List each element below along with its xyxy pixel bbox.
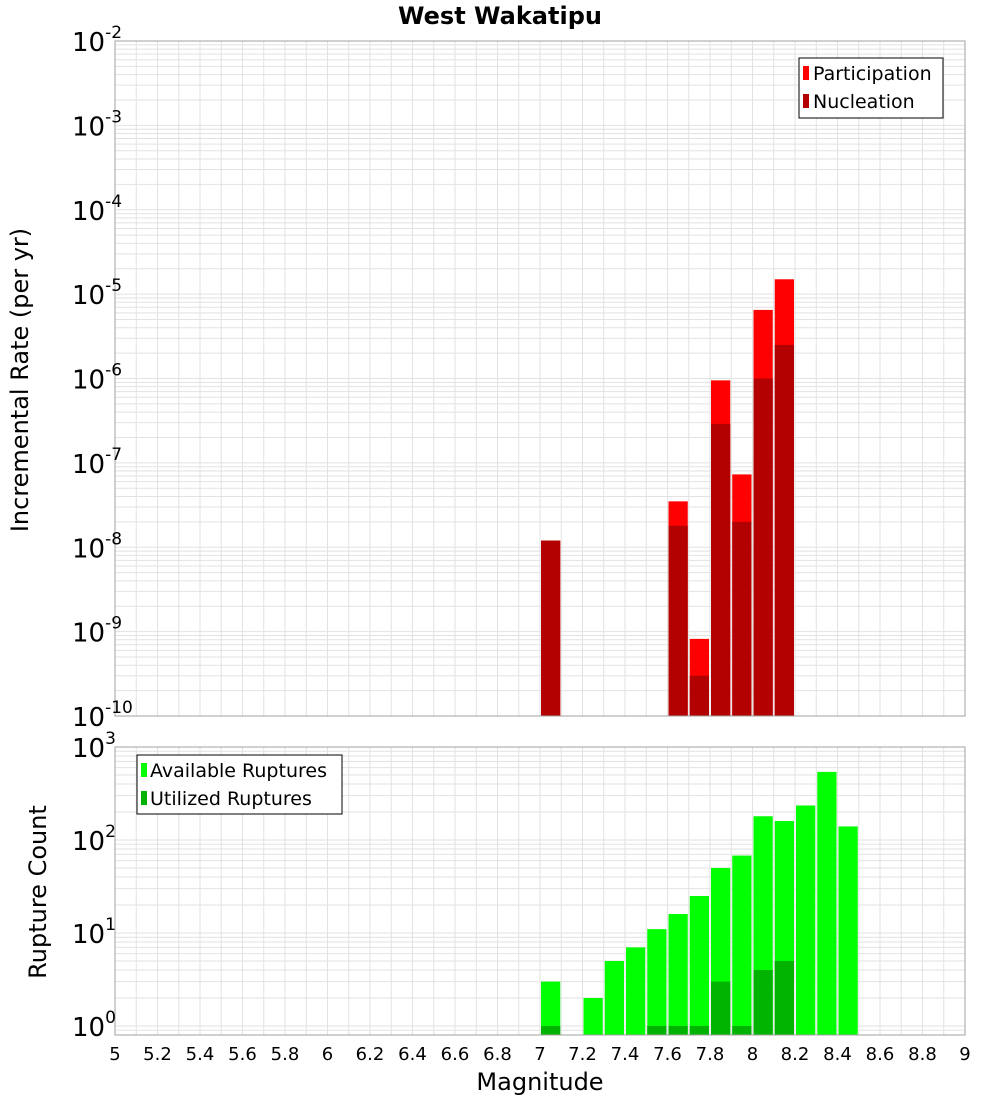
legend-swatch-participation — [803, 66, 809, 80]
rate-bar-series2 — [689, 675, 709, 716]
y-tick-label: 10-4 — [72, 192, 122, 227]
y-tick-label: 10-3 — [72, 107, 122, 142]
y-tick-label: 10-7 — [72, 445, 122, 480]
x-ticks: 5 5.2 5.4 5.6 5.8 6 6.2 6.4 6.6 6.8 7 7.2 7.4 7.6 7.8 8… — [109, 1044, 970, 1065]
count-bar-series1 — [732, 855, 752, 1035]
top-y-ticks: 10-10 10-9 10-8 10-7 10-6 10-5 10-4 10-3 10-2 — [72, 23, 133, 733]
x-tick-label: 6.8 — [483, 1044, 512, 1065]
chart-title: West Wakatipu — [398, 2, 602, 30]
y-tick-label: 10-9 — [72, 614, 122, 649]
x-tick-label: 6 — [322, 1044, 333, 1065]
x-tick-label: 5.8 — [271, 1044, 300, 1065]
count-bar-series2 — [711, 981, 731, 1035]
count-bar-series1 — [583, 997, 603, 1035]
count-bar-series1 — [604, 960, 624, 1035]
count-bar-series1 — [626, 947, 646, 1035]
count-bar-series1 — [541, 981, 561, 1035]
top-grid — [114, 41, 966, 717]
x-axis-label: Magnitude — [476, 1068, 603, 1096]
count-bar-series1 — [668, 914, 688, 1035]
x-tick-label: 7.2 — [568, 1044, 597, 1065]
top-frame — [114, 40, 966, 717]
x-tick-label: 7 — [534, 1044, 545, 1065]
legend-label-utilized: Utilized Ruptures — [150, 788, 312, 810]
top-legend: Participation Nucleation — [798, 57, 944, 119]
x-tick-label: 8 — [747, 1044, 758, 1065]
x-tick-label: 7.6 — [653, 1044, 682, 1065]
rate-bar-series2 — [774, 344, 794, 716]
x-tick-label: 5 — [109, 1044, 120, 1065]
x-tick-label: 8.8 — [908, 1044, 937, 1065]
rate-bar-series2 — [711, 423, 731, 716]
x-tick-label: 6.2 — [356, 1044, 385, 1065]
x-tick-label: 8.4 — [823, 1044, 852, 1065]
x-tick-label: 9 — [959, 1044, 970, 1065]
x-tick-label: 8.2 — [781, 1044, 810, 1065]
y-tick-label: 10-8 — [72, 529, 122, 564]
count-bar-series1 — [689, 895, 709, 1035]
legend-label-nucleation: Nucleation — [813, 91, 915, 113]
y-tick-label: 100 — [72, 1008, 116, 1043]
count-bar-series2 — [753, 969, 773, 1035]
bottom-bars — [541, 771, 858, 1035]
count-bar-series1 — [796, 805, 816, 1035]
top-legend-box — [798, 57, 944, 119]
bottom-panel: 100 101 102 103 5 5.2 5.4 5.6 5.8 6 6.2 6.4 6.6 6.8 7… — [24, 729, 971, 1096]
x-tick-label: 8.6 — [866, 1044, 895, 1065]
bottom-legend: Available Ruptures Utilized Ruptures — [136, 754, 343, 815]
count-bar-series1 — [647, 929, 667, 1035]
y-tick-label: 10-2 — [72, 23, 122, 58]
y-tick-label: 101 — [72, 915, 116, 950]
y-tick-label: 103 — [72, 729, 116, 764]
top-y-axis-label: Incremental Rate (per yr) — [6, 228, 34, 532]
top-bars — [541, 279, 794, 716]
count-bar-series2 — [774, 960, 794, 1035]
bottom-frame — [114, 746, 966, 1036]
count-bar-series1 — [838, 826, 858, 1035]
legend-swatch-utilized — [141, 791, 147, 805]
x-tick-label: 5.4 — [186, 1044, 215, 1065]
count-bar-series2 — [732, 1025, 752, 1035]
legend-swatch-nucleation — [803, 94, 809, 108]
count-bar-series2 — [647, 1025, 667, 1035]
rate-bar-series2 — [668, 525, 688, 716]
x-tick-label: 6.4 — [398, 1044, 427, 1065]
legend-label-participation: Participation — [813, 63, 932, 85]
x-tick-label: 7.8 — [696, 1044, 725, 1065]
count-bar-series1 — [817, 771, 837, 1035]
count-bar-series2 — [668, 1025, 688, 1035]
legend-label-available: Available Ruptures — [150, 760, 327, 782]
x-tick-label: 5.6 — [228, 1044, 257, 1065]
x-tick-label: 6.6 — [441, 1044, 470, 1065]
y-tick-label: 10-5 — [72, 276, 122, 311]
bottom-y-axis-label: Rupture Count — [24, 805, 52, 979]
rate-bar-series2 — [753, 378, 773, 716]
top-panel: 10-10 10-9 10-8 10-7 10-6 10-5 10-4 10-3 10-2 In… — [6, 23, 966, 733]
x-tick-label: 5.2 — [143, 1044, 172, 1065]
y-tick-label: 102 — [72, 822, 116, 857]
bottom-legend-box — [136, 754, 343, 815]
rate-bar-series2 — [541, 540, 561, 716]
y-tick-label: 10-6 — [72, 361, 122, 396]
count-bar-series2 — [689, 1025, 709, 1035]
y-tick-label: 10-10 — [72, 698, 133, 733]
legend-swatch-available — [141, 763, 147, 777]
count-bar-series2 — [541, 1025, 561, 1035]
rate-bar-series2 — [732, 521, 752, 716]
x-tick-label: 7.4 — [611, 1044, 640, 1065]
bottom-y-ticks: 100 101 102 103 — [72, 729, 116, 1043]
